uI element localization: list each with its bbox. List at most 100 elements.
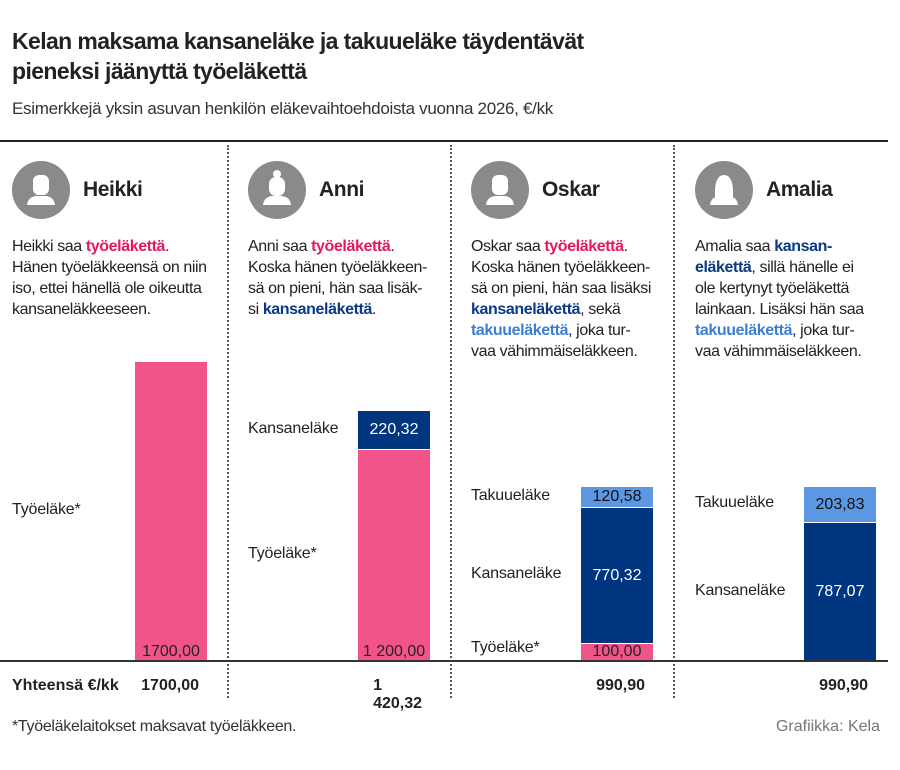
series-label: Takuueläke <box>695 494 774 512</box>
description-line: eläkettä, sillä hänelle ei <box>695 257 864 278</box>
person-name: Anni <box>319 178 365 201</box>
title-line: Kelan maksama kansaneläke ja takuueläke … <box>12 28 584 54</box>
data-label: 1700,00 <box>142 643 200 660</box>
total-label: Yhteensä €/kk <box>12 677 119 694</box>
highlighted-term: takuueläkettä <box>695 322 793 339</box>
data-label: 770,32 <box>592 566 642 584</box>
data-label: 220,32 <box>369 421 419 439</box>
bar-segment-kansanelake: 220,32 <box>358 410 430 450</box>
person-name: Oskar <box>542 178 600 201</box>
person-description: Oskar saa työeläkettä. Koska hänen työelä… <box>471 236 651 362</box>
total-value: 1 420,32 <box>373 677 422 712</box>
total-value: 990,90 <box>819 677 868 694</box>
total-value: 990,90 <box>596 677 645 694</box>
data-label: 203,83 <box>815 495 865 513</box>
description-text: , joka tur- <box>792 322 855 339</box>
highlighted-term: työeläkettä <box>311 238 391 255</box>
bar-segment-kansanelake: 787,07 <box>804 522 876 661</box>
description-text: Anni saa <box>248 238 312 255</box>
female-bun-avatar-icon <box>248 161 306 219</box>
bar-segment-takuuelake: 203,83 <box>804 486 876 523</box>
description-line: kansaneläkettä, sekä <box>471 299 651 320</box>
bar-segment-tyoelake: 100,00 <box>581 643 653 661</box>
data-label: 120,58 <box>592 488 642 506</box>
column-divider <box>227 145 229 698</box>
total-value: 1700,00 <box>141 677 199 694</box>
description-text: . <box>623 238 628 255</box>
description-line: Koska hänen työeläkkeen- <box>248 257 427 278</box>
highlighted-term: työeläkettä <box>85 238 166 255</box>
person-name: Amalia <box>766 178 833 201</box>
credit: Grafiikka: Kela <box>775 718 880 735</box>
person-column-amalia: Amalia Amalia saa kansan-eläkettä, sillä … <box>695 0 900 770</box>
chart-baseline <box>0 660 888 662</box>
highlighted-term: työeläkettä <box>544 238 624 255</box>
description-text: Koska hänen työeläkkeen- <box>248 259 427 276</box>
description-line: vaa vähimmäiseläkkeen. <box>471 341 651 362</box>
description-text: ole kertynyt työeläkettä <box>695 280 850 297</box>
description-text: vaa vähimmäiseläkkeen. <box>471 343 638 360</box>
description-line: Oskar saa työeläkettä. <box>471 236 651 257</box>
description-line: kansaneläkkeeseen. <box>12 299 207 320</box>
bar-segment-tyoelake: 1 200,00 <box>358 449 430 661</box>
highlighted-term: kansaneläkettä <box>471 301 581 318</box>
description-text: Amalia saa <box>695 238 775 255</box>
highlighted-term: takuueläkettä <box>471 322 569 339</box>
description-line: Anni saa työeläkettä. <box>248 236 427 257</box>
description-text: si <box>248 301 263 318</box>
bar-segment-tyoelake: 1700,00 <box>135 361 207 661</box>
highlighted-term: eläkettä <box>695 259 752 276</box>
description-line: takuueläkettä, joka tur- <box>471 320 651 341</box>
description-text: sä on pieni, hän saa lisäk- <box>248 280 423 297</box>
description-text: Hänen työeläkkeensä on niin <box>12 259 207 276</box>
description-text: kansaneläkkeeseen. <box>12 301 151 318</box>
description-text: , joka tur- <box>568 322 631 339</box>
person-column-anni: Anni Anni saa työeläkettä. Koska hänen työ… <box>248 0 468 770</box>
data-label: 787,07 <box>815 583 865 601</box>
series-label: Kansaneläke <box>695 581 786 599</box>
description-text: Koska hänen työeläkkeen- <box>471 259 650 276</box>
data-label: 100,00 <box>592 642 642 660</box>
description-text: . <box>165 238 170 255</box>
chart-title: Kelan maksama kansaneläke ja takuueläke … <box>12 26 584 86</box>
description-text: lainkaan. Lisäksi hän saa <box>695 301 864 318</box>
column-divider <box>450 145 452 698</box>
person-name: Heikki <box>83 178 143 201</box>
series-label: Työeläke* <box>248 545 317 563</box>
person-description: Amalia saa kansan-eläkettä, sillä hänell… <box>695 236 864 362</box>
person-column-oskar: Oskar Oskar saa työeläkettä. Koska hänen t… <box>471 0 691 770</box>
description-line: iso, ettei hänellä ole oikeutta <box>12 278 207 299</box>
column-divider <box>673 145 675 698</box>
person-description: Anni saa työeläkettä. Koska hänen työeläk… <box>248 236 427 320</box>
description-text: Oskar saa <box>471 238 545 255</box>
description-text: Heikki saa <box>12 238 86 255</box>
highlighted-term: kansaneläkettä <box>262 301 373 318</box>
series-label: Työeläke* <box>12 501 81 518</box>
person-description: Heikki saa työeläkettä. Hänen työeläkkeen… <box>12 236 207 320</box>
description-line: sä on pieni, hän saa lisäksi <box>471 278 651 299</box>
description-text: , sekä <box>580 301 621 318</box>
male-avatar-icon <box>12 161 70 219</box>
description-text: vaa vähimmäiseläkkeen. <box>695 343 862 360</box>
person-column-heikki: Heikki Heikki saa työeläkettä. Hänen työel… <box>12 0 232 770</box>
series-label: Takuueläke <box>471 486 550 504</box>
description-line: sä on pieni, hän saa lisäk- <box>248 278 427 299</box>
description-text: iso, ettei hänellä ole oikeutta <box>12 280 202 297</box>
top-rule <box>0 140 888 142</box>
description-line: Koska hänen työeläkkeen- <box>471 257 651 278</box>
description-line: Hänen työeläkkeensä on niin <box>12 257 207 278</box>
description-text: . <box>390 238 395 255</box>
series-label: Työeläke* <box>471 639 540 656</box>
description-line: Heikki saa työeläkettä. <box>12 236 207 257</box>
series-label: Kansaneläke <box>248 419 339 437</box>
data-label: 1 200,00 <box>362 642 426 660</box>
bar-segment-kansanelake: 770,32 <box>581 507 653 644</box>
description-text: . <box>371 301 376 318</box>
female-avatar-icon <box>695 161 753 219</box>
description-line: ole kertynyt työeläkettä <box>695 278 864 299</box>
description-line: vaa vähimmäiseläkkeen. <box>695 341 864 362</box>
description-line: Amalia saa kansan- <box>695 236 864 257</box>
bar-segment-takuuelake: 120,58 <box>581 486 653 508</box>
chart-subtitle: Esimerkkejä yksin asuvan henkilön eläkev… <box>12 99 553 118</box>
